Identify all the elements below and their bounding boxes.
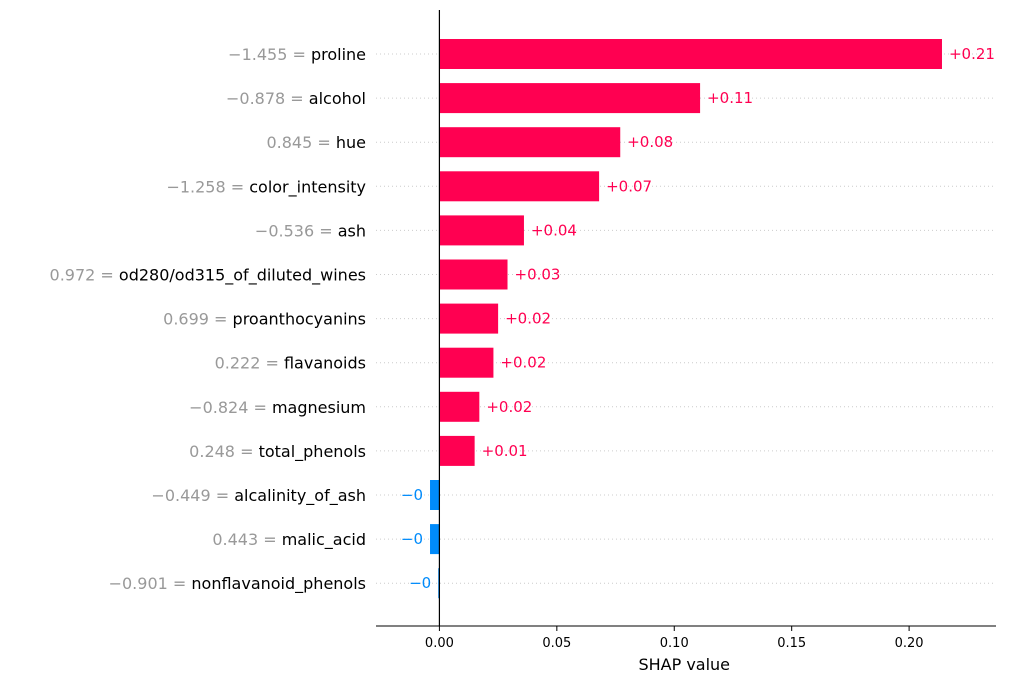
equals-sign: = <box>285 89 309 108</box>
feature-value: −0.449 <box>151 486 210 505</box>
bars <box>430 39 942 599</box>
feature-label: 0.845 = hue <box>266 133 366 152</box>
bar-value-label: −0 <box>401 530 423 548</box>
feature-label: −0.449 = alcalinity_of_ash <box>151 486 366 506</box>
feature-label: −1.455 = proline <box>228 45 366 64</box>
bar-value-label: +0.04 <box>531 221 577 239</box>
feature-value: −0.824 <box>189 398 248 417</box>
feature-name: hue <box>336 133 366 152</box>
feature-label: −0.901 = nonflavanoid_phenols <box>109 574 366 594</box>
equals-sign: = <box>258 530 282 549</box>
feature-name: proline <box>311 45 366 64</box>
feature-value: 0.845 <box>266 133 312 152</box>
equals-sign: = <box>235 442 259 461</box>
bar-proanthocyanins <box>439 303 499 334</box>
feature-value: 0.699 <box>163 310 209 329</box>
x-axis: 0.00 0.05 0.10 0.15 0.20 <box>376 625 996 651</box>
x-tick-label: 0.20 <box>895 636 924 651</box>
row-gridlines <box>376 53 996 584</box>
bar-value-label: −0 <box>409 574 431 592</box>
bar-magnesium <box>439 391 480 422</box>
feature-label: −1.258 = color_intensity <box>166 177 366 197</box>
feature-label: 0.699 = proanthocyanins <box>163 310 366 329</box>
bar-value-label: +0.02 <box>505 310 551 328</box>
bar-color-intensity <box>439 171 600 202</box>
feature-value: 0.222 <box>215 354 261 373</box>
feature-name: flavanoids <box>284 354 366 373</box>
bar-hue <box>439 127 621 158</box>
bar-value-label: +0.07 <box>606 177 652 195</box>
bar-value-label: +0.11 <box>707 89 753 107</box>
x-tick-label: 0.15 <box>777 636 806 651</box>
feature-label: −0.878 = alcohol <box>226 89 366 108</box>
feature-value: −1.258 <box>166 177 225 196</box>
feature-value: −1.455 <box>228 45 287 64</box>
equals-sign: = <box>260 354 284 373</box>
bar-value-label: −0 <box>401 486 423 504</box>
feature-label: 0.248 = total_phenols <box>189 442 366 462</box>
equals-sign: = <box>209 310 233 329</box>
bar-value-label: +0.02 <box>500 354 546 372</box>
equals-sign: = <box>312 133 336 152</box>
feature-name: proanthocyanins <box>233 310 366 329</box>
bar-value-label: +0.21 <box>949 45 995 63</box>
equals-sign: = <box>211 486 235 505</box>
feature-label: −0.536 = ash <box>255 221 366 240</box>
equals-sign: = <box>314 221 338 240</box>
equals-sign: = <box>226 177 250 196</box>
feature-value: 0.972 <box>50 266 96 285</box>
feature-value: −0.878 <box>226 89 285 108</box>
bar-value-label: +0.08 <box>627 133 673 151</box>
x-tick-label: 0.00 <box>425 636 454 651</box>
feature-value: −0.901 <box>109 574 168 593</box>
feature-name: malic_acid <box>282 530 366 550</box>
bar-flavanoids <box>439 347 494 378</box>
bar-value-label: +0.02 <box>486 398 532 416</box>
feature-name: color_intensity <box>249 177 366 197</box>
feature-labels: +0.21 −1.455 = proline +0.11 −0.878 = alcoh… <box>50 45 995 594</box>
feature-name: total_phenols <box>259 442 366 462</box>
feature-name: od280/od315_of_diluted_wines <box>119 266 366 286</box>
x-tick-label: 0.05 <box>542 636 571 651</box>
feature-label: 0.972 = od280/od315_of_diluted_wines <box>50 266 366 286</box>
bar-ash <box>439 215 524 246</box>
feature-value: 0.443 <box>212 530 258 549</box>
feature-value: 0.248 <box>189 442 235 461</box>
x-axis-title: SHAP value <box>638 655 730 674</box>
feature-label: 0.222 = flavanoids <box>215 354 366 373</box>
feature-label: 0.443 = malic_acid <box>212 530 366 550</box>
bar-proline <box>439 39 942 69</box>
bar-value-label: +0.03 <box>515 266 561 284</box>
feature-name: magnesium <box>272 398 366 417</box>
bar-value-label: +0.01 <box>482 442 528 460</box>
feature-name: alcalinity_of_ash <box>234 486 366 506</box>
bar-od280-od315-of-diluted-wines <box>439 259 508 290</box>
bar-total-phenols <box>439 435 475 466</box>
equals-sign: = <box>168 574 192 593</box>
bar-alcohol <box>439 83 701 114</box>
x-tick-label: 0.10 <box>660 636 689 651</box>
bar-alcalinity-of-ash <box>430 480 440 510</box>
feature-name: nonflavanoid_phenols <box>191 574 366 594</box>
feature-label: −0.824 = magnesium <box>189 398 366 417</box>
equals-sign: = <box>95 266 119 285</box>
feature-name: ash <box>338 221 366 240</box>
equals-sign: = <box>248 398 272 417</box>
bar-malic-acid <box>430 524 440 555</box>
feature-value: −0.536 <box>255 221 314 240</box>
equals-sign: = <box>287 45 311 64</box>
feature-name: alcohol <box>309 89 366 108</box>
